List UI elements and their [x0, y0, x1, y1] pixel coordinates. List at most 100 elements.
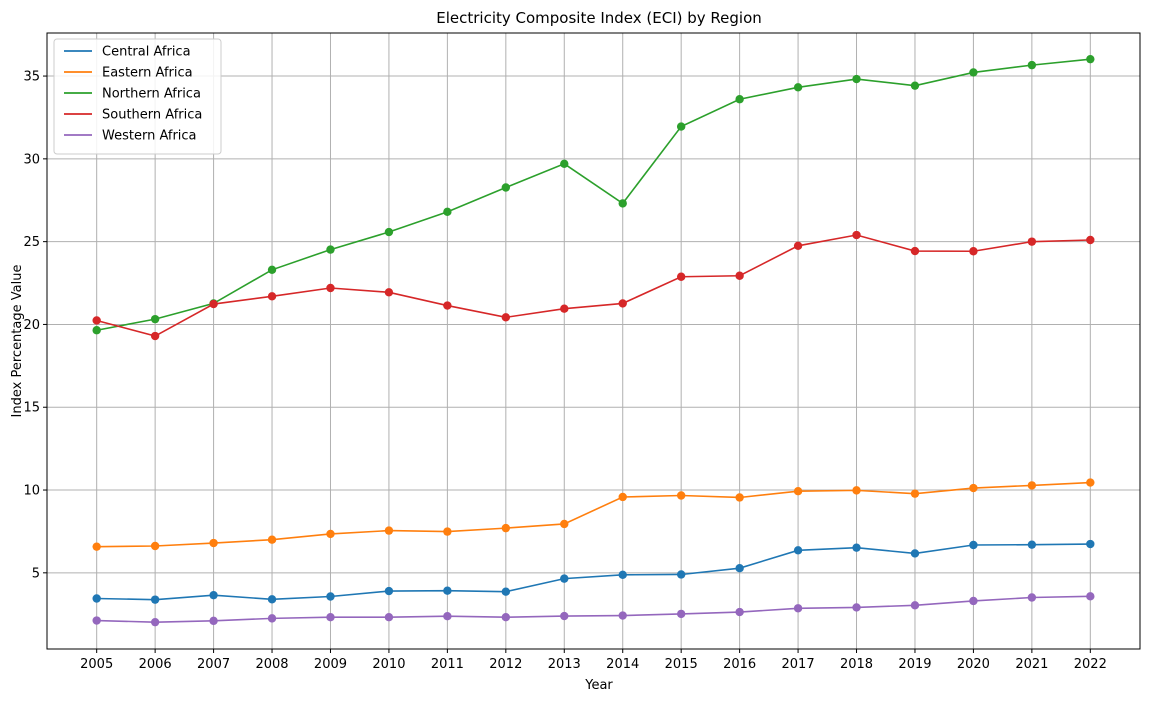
- data-point-western-africa: [969, 596, 978, 606]
- data-point-eastern-africa: [92, 542, 101, 551]
- data-point-southern-africa: [560, 304, 569, 313]
- series-western-africa: [92, 592, 1095, 627]
- y-tick-label: 15: [23, 401, 40, 416]
- x-tick-label: 2008: [255, 657, 288, 672]
- plot-frame: [46, 32, 1141, 650]
- y-tick-label: 10: [23, 484, 40, 499]
- y-axis-label: Index Percentage Value: [10, 265, 25, 418]
- data-point-western-africa: [209, 616, 218, 626]
- data-point-central-africa: [852, 543, 861, 552]
- data-point-eastern-africa: [618, 492, 627, 502]
- data-point-eastern-africa: [735, 493, 744, 502]
- x-tick-label: 2006: [139, 657, 172, 672]
- data-point-eastern-africa: [852, 486, 861, 495]
- data-point-northern-africa: [150, 314, 160, 324]
- data-point-southern-africa: [443, 301, 452, 310]
- legend: Central Africa Eastern Africa Northern Afr…: [53, 38, 222, 155]
- x-axis-ticks: 2005 2006 2007 2008 2009 2010 2011 2012 2013 2014…: [80, 649, 1107, 672]
- x-tick-label: 2017: [782, 657, 815, 672]
- x-tick-label: 2012: [489, 657, 522, 672]
- data-point-central-africa: [560, 574, 569, 583]
- data-point-central-africa: [267, 595, 277, 604]
- data-point-northern-africa: [793, 83, 803, 92]
- data-point-northern-africa: [443, 207, 452, 217]
- data-point-western-africa: [1086, 592, 1095, 601]
- data-point-western-africa: [560, 611, 569, 621]
- data-point-eastern-africa: [676, 491, 686, 500]
- data-point-central-africa: [443, 586, 452, 595]
- data-point-northern-africa: [1086, 54, 1095, 64]
- data-point-eastern-africa: [793, 486, 803, 496]
- chart-title: Electricity Composite Index (ECI) by Reg…: [436, 9, 762, 27]
- data-point-southern-africa: [150, 331, 160, 341]
- data-point-southern-africa: [735, 271, 744, 280]
- data-point-southern-africa: [209, 299, 218, 309]
- data-point-central-africa: [618, 570, 627, 580]
- data-point-northern-africa: [384, 227, 394, 237]
- x-axis-label: Year: [584, 678, 613, 693]
- data-point-eastern-africa: [969, 483, 978, 493]
- x-tick-label: 2005: [80, 657, 113, 672]
- data-point-western-africa: [92, 616, 101, 625]
- y-tick-label: 25: [23, 235, 40, 250]
- legend-label: Northern Africa: [102, 87, 201, 102]
- legend-box: [53, 38, 222, 155]
- series-central-africa: [92, 539, 1095, 604]
- data-point-western-africa: [793, 604, 803, 613]
- x-tick-label: 2022: [1074, 657, 1107, 672]
- x-tick-label: 2016: [723, 657, 756, 672]
- data-point-central-africa: [735, 563, 744, 573]
- data-point-central-africa: [1086, 539, 1095, 549]
- y-axis-ticks: 5 10 15 20 25 30 35: [23, 70, 47, 581]
- data-point-southern-africa: [1086, 235, 1095, 245]
- data-point-northern-africa: [326, 245, 335, 254]
- y-tick-label: 35: [23, 70, 40, 85]
- y-tick-label: 30: [23, 152, 40, 167]
- data-point-southern-africa: [92, 316, 101, 325]
- data-point-eastern-africa: [501, 523, 511, 533]
- data-point-central-africa: [150, 595, 160, 604]
- data-point-eastern-africa: [209, 538, 218, 548]
- legend-label: Southern Africa: [102, 108, 202, 123]
- data-point-western-africa: [326, 613, 335, 622]
- data-point-northern-africa: [969, 68, 978, 77]
- data-point-western-africa: [735, 607, 744, 617]
- data-point-southern-africa: [676, 272, 686, 281]
- series-southern-africa: [92, 230, 1095, 341]
- data-point-eastern-africa: [910, 489, 920, 498]
- x-tick-label: 2009: [314, 657, 347, 672]
- data-point-western-africa: [384, 613, 394, 622]
- data-point-eastern-africa: [326, 529, 335, 539]
- data-point-eastern-africa: [150, 541, 160, 551]
- data-point-eastern-africa: [443, 527, 452, 536]
- data-point-southern-africa: [852, 230, 861, 240]
- y-tick-label: 5: [32, 566, 40, 581]
- data-point-central-africa: [793, 546, 803, 555]
- data-point-central-africa: [209, 590, 218, 600]
- legend-label: Central Africa: [102, 45, 191, 60]
- x-tick-label: 2021: [1015, 657, 1048, 672]
- series-line-southern-africa: [96, 234, 1091, 337]
- x-tick-label: 2020: [957, 657, 990, 672]
- data-point-eastern-africa: [560, 519, 569, 529]
- data-point-western-africa: [267, 614, 277, 623]
- data-point-western-africa: [618, 611, 627, 620]
- x-tick-label: 2019: [898, 657, 931, 672]
- data-point-northern-africa: [910, 81, 920, 90]
- data-point-eastern-africa: [384, 526, 394, 535]
- x-tick-label: 2013: [548, 657, 581, 672]
- series-line-central-africa: [96, 543, 1091, 601]
- data-point-southern-africa: [501, 313, 511, 322]
- data-point-southern-africa: [384, 288, 394, 297]
- data-point-western-africa: [1027, 593, 1037, 602]
- legend-label: Eastern Africa: [102, 66, 193, 81]
- series-line-eastern-africa: [96, 481, 1091, 548]
- data-point-eastern-africa: [1027, 481, 1037, 490]
- data-point-western-africa: [910, 601, 920, 610]
- data-point-southern-africa: [326, 283, 335, 293]
- data-point-northern-africa: [852, 74, 861, 84]
- data-point-northern-africa: [92, 326, 101, 335]
- x-tick-label: 2018: [840, 657, 873, 672]
- data-point-eastern-africa: [267, 535, 277, 544]
- data-point-western-africa: [443, 612, 452, 621]
